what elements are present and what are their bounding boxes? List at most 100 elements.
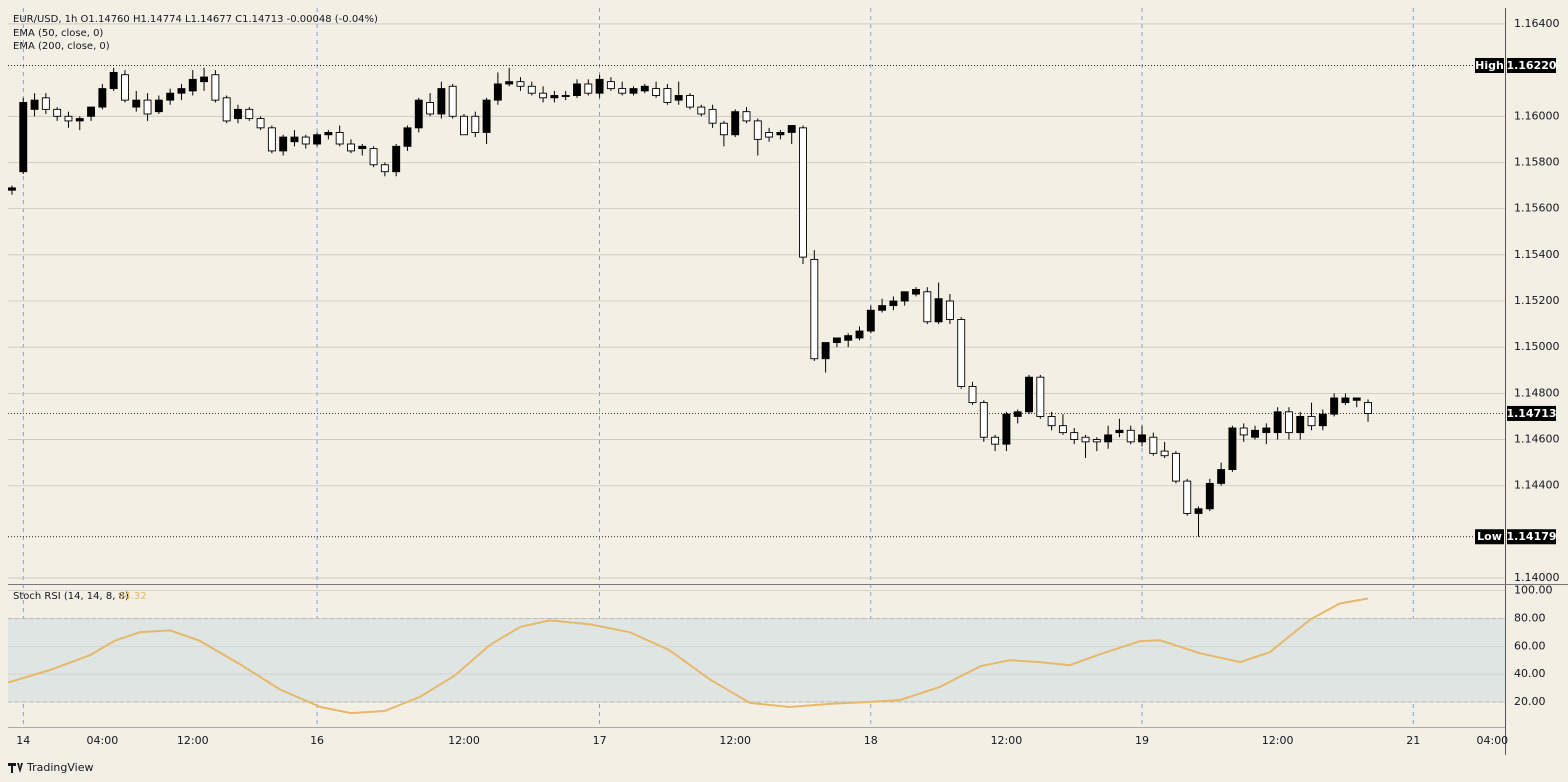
candle-body xyxy=(1025,376,1033,413)
candle-body xyxy=(109,71,118,90)
candle-body xyxy=(1251,429,1259,438)
y-tick-label: 40.00 xyxy=(1514,667,1546,680)
candle-body xyxy=(1183,480,1192,514)
candle-body xyxy=(1330,397,1339,415)
x-tick-label: 17 xyxy=(593,734,607,747)
candle-body xyxy=(753,120,762,140)
price-label-box xyxy=(1507,57,1556,73)
candle-body xyxy=(1149,436,1158,454)
x-tick-label: 12:00 xyxy=(719,734,751,747)
candle-body xyxy=(1115,429,1124,434)
candle-body xyxy=(414,99,423,129)
candle-body xyxy=(821,342,830,360)
price-label-box xyxy=(1507,405,1556,421)
candle-body xyxy=(1171,452,1180,482)
x-tick-label: 21 xyxy=(1406,734,1420,747)
grid-layer xyxy=(8,8,1505,727)
y-tick-label: 1.16000 xyxy=(1514,109,1560,122)
x-tick-label: 16 xyxy=(310,734,324,747)
candle-body xyxy=(810,258,819,360)
candle-body xyxy=(426,101,435,115)
candle-body xyxy=(697,106,706,115)
candle-body xyxy=(1352,397,1361,401)
y-tick-label: 1.14400 xyxy=(1514,479,1560,492)
candle-body xyxy=(1081,436,1090,443)
y-tick-label: 1.16400 xyxy=(1514,17,1560,30)
candle-body xyxy=(539,92,548,99)
y-tick-label: 20.00 xyxy=(1514,695,1546,708)
candle-body xyxy=(177,88,186,94)
y-tick-label: 60.00 xyxy=(1514,639,1546,652)
candle-body xyxy=(1138,434,1146,443)
candle-body xyxy=(245,108,254,120)
candle-body xyxy=(369,148,378,166)
price-label: 1.16220 xyxy=(1506,59,1556,72)
x-tick-label: 12:00 xyxy=(991,734,1023,747)
candle-body xyxy=(8,187,16,191)
candle-body xyxy=(912,289,920,295)
candle-body xyxy=(1205,482,1214,510)
candle-body xyxy=(358,145,367,150)
candle-body xyxy=(392,145,401,173)
candle-body xyxy=(347,143,355,152)
candle-body xyxy=(584,83,593,94)
indicator-legend: EMA (200, close, 0) xyxy=(13,41,110,52)
candle-body xyxy=(121,74,129,101)
x-tick-label: 12:00 xyxy=(177,734,209,747)
price-label: 1.14713 xyxy=(1506,407,1556,420)
candle-body xyxy=(460,115,468,136)
candle-body xyxy=(595,78,604,94)
stoch-title: Stoch RSI (14, 14, 8, 8) xyxy=(13,591,129,602)
candle-body xyxy=(776,132,785,136)
candle-body xyxy=(1126,429,1135,443)
candle-body xyxy=(979,402,988,438)
candle-body xyxy=(889,300,898,307)
candle-body xyxy=(561,95,570,97)
candle-body xyxy=(652,88,661,96)
candle-body xyxy=(1036,376,1045,417)
candle-body xyxy=(1013,411,1022,417)
candle-body xyxy=(1047,415,1056,427)
candle-body xyxy=(629,88,638,94)
candle-body xyxy=(19,101,28,173)
candle-body xyxy=(844,335,853,341)
candle-body xyxy=(719,122,728,136)
candle-body xyxy=(290,136,299,143)
y-tick-label: 1.15600 xyxy=(1514,202,1560,215)
candle-body xyxy=(75,118,84,122)
y-tick-label: 1.15800 xyxy=(1514,155,1560,168)
x-tick-label: 12:00 xyxy=(448,734,480,747)
candle-body xyxy=(742,111,751,122)
candle-body xyxy=(663,88,672,103)
candle-body xyxy=(222,97,231,122)
candle-body xyxy=(166,92,175,101)
price-label-box xyxy=(1507,529,1556,545)
candle-body xyxy=(765,132,774,138)
y-tick-label: 100.00 xyxy=(1514,584,1553,597)
candle-body xyxy=(855,330,864,339)
candle-body xyxy=(1217,469,1226,484)
candle-body xyxy=(1284,411,1293,434)
candle-body xyxy=(674,95,683,101)
candle-body xyxy=(618,88,627,94)
candle-body xyxy=(731,111,740,136)
candle-body xyxy=(64,115,73,122)
text-layer: EUR/USD, 1h O1.14760 H1.14774 L1.14677 C… xyxy=(8,14,1560,774)
x-tick-label: 12:00 xyxy=(1262,734,1294,747)
x-tick-label: 19 xyxy=(1135,734,1149,747)
y-tick-label: 1.14000 xyxy=(1514,571,1560,584)
price-tag-box xyxy=(1475,57,1504,73)
candle-body xyxy=(1273,411,1282,434)
candle-body xyxy=(279,136,288,152)
symbol-legend: EUR/USD, 1h O1.14760 H1.14774 L1.14677 C… xyxy=(13,14,378,25)
candle-body xyxy=(640,85,649,92)
stoch-line xyxy=(7,597,1369,715)
candle-body xyxy=(516,81,525,87)
candle-body xyxy=(403,127,412,147)
price-axis-bg xyxy=(1505,0,1568,782)
candle-body xyxy=(437,88,446,115)
brand-logo xyxy=(8,763,23,773)
candle-body xyxy=(200,76,209,83)
y-tick-label: 1.15000 xyxy=(1514,340,1560,353)
